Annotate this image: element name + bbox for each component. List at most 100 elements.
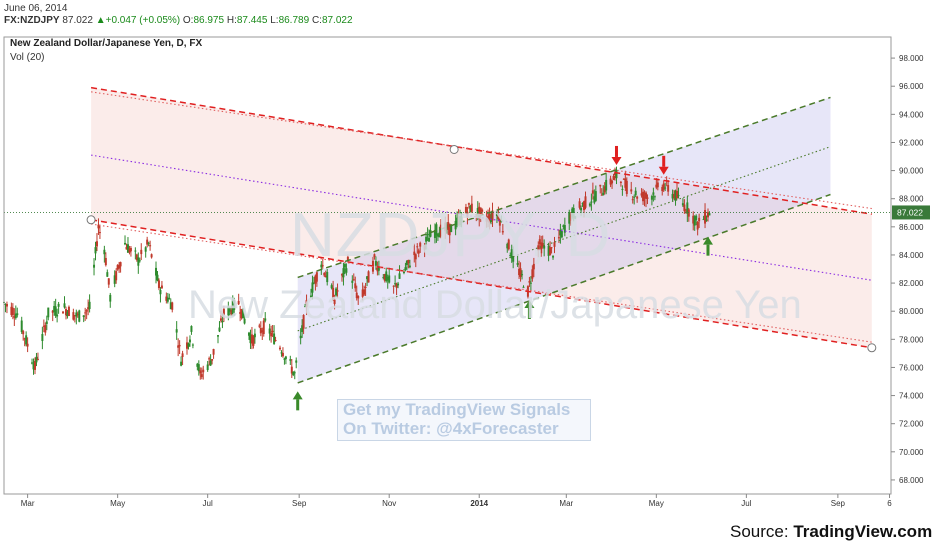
candle-body bbox=[357, 296, 360, 299]
candle-body bbox=[636, 196, 639, 199]
candle-body bbox=[388, 275, 391, 283]
candle-body bbox=[230, 310, 233, 315]
candle-body bbox=[553, 242, 556, 247]
candle-body bbox=[20, 320, 23, 333]
candle-body bbox=[137, 257, 140, 266]
candle-body bbox=[377, 266, 380, 271]
candle-body bbox=[311, 282, 314, 293]
candle-body bbox=[481, 209, 484, 212]
candle-body bbox=[512, 251, 515, 262]
candle-body bbox=[646, 197, 649, 199]
x-tick-label: Jul bbox=[203, 499, 213, 508]
candle-body bbox=[346, 256, 349, 262]
candle-body bbox=[302, 315, 305, 329]
candle-body bbox=[516, 263, 519, 265]
candle-body bbox=[475, 214, 478, 216]
candle-body bbox=[398, 273, 401, 279]
candle-body bbox=[588, 203, 591, 206]
candle-body bbox=[594, 191, 597, 201]
candle-body bbox=[4, 303, 7, 305]
candle-body bbox=[98, 232, 101, 234]
candle-body bbox=[563, 225, 566, 233]
red-channel-fill bbox=[91, 87, 872, 348]
candle-body bbox=[445, 224, 448, 229]
candle-body bbox=[64, 309, 67, 316]
candle-body bbox=[519, 268, 522, 277]
candle-body bbox=[187, 343, 190, 347]
candle-body bbox=[426, 234, 429, 236]
candle-body bbox=[33, 361, 36, 370]
high-label: H: bbox=[226, 15, 237, 26]
candle-body bbox=[518, 269, 521, 276]
y-tick-label: 84.000 bbox=[899, 251, 924, 260]
candle-body bbox=[62, 311, 65, 314]
source-prefix: Source: bbox=[730, 522, 794, 541]
candle-body bbox=[397, 283, 400, 286]
candle-body bbox=[686, 202, 689, 214]
arrow-head bbox=[524, 299, 535, 308]
candle-body bbox=[590, 201, 593, 203]
candle-body bbox=[466, 211, 469, 218]
x-tick-label: May bbox=[110, 499, 125, 508]
symbol-label[interactable]: FX:NZDJPY bbox=[4, 15, 60, 26]
candle-body bbox=[433, 229, 436, 239]
candle-body bbox=[240, 309, 243, 319]
candle-body bbox=[156, 274, 159, 281]
candle-body bbox=[5, 304, 8, 307]
candle-body bbox=[107, 278, 110, 285]
chart-title: New Zealand Dollar/Japanese Yen, D, FX bbox=[10, 38, 203, 49]
candle-body bbox=[425, 236, 428, 242]
candle-body bbox=[209, 360, 212, 366]
candle-body bbox=[413, 251, 416, 256]
candle-body bbox=[140, 249, 143, 255]
candle-body bbox=[271, 330, 274, 333]
candle-body bbox=[571, 208, 574, 217]
candle-body bbox=[470, 203, 473, 212]
candle-body bbox=[72, 312, 75, 320]
x-tick-label: Nov bbox=[382, 499, 396, 508]
candle-body bbox=[94, 247, 97, 254]
candle-body bbox=[538, 239, 541, 245]
candle-body bbox=[78, 310, 81, 322]
candle-body bbox=[87, 307, 90, 310]
price-change: +0.047 (+0.05%) bbox=[105, 15, 181, 26]
x-tick-label: Mar bbox=[559, 499, 573, 508]
arrow-shaft bbox=[706, 244, 710, 256]
candle-body bbox=[67, 306, 70, 317]
candle-body bbox=[126, 244, 129, 253]
candle-body bbox=[57, 303, 60, 307]
candle-body bbox=[438, 232, 441, 238]
candle-body bbox=[124, 242, 127, 245]
candle-body bbox=[600, 194, 603, 196]
candle-body bbox=[336, 290, 339, 292]
candle-body bbox=[197, 364, 200, 372]
candle-body bbox=[687, 209, 690, 217]
candle-body bbox=[333, 299, 336, 304]
candle-body bbox=[54, 306, 57, 316]
candle-body bbox=[323, 273, 326, 276]
candle-body bbox=[528, 281, 531, 283]
candle-body bbox=[242, 308, 245, 319]
up-arrow-icon bbox=[702, 236, 713, 256]
candle-body bbox=[603, 186, 606, 193]
candle-body bbox=[262, 320, 265, 334]
volume-indicator-label[interactable]: Vol (20) bbox=[10, 52, 45, 63]
candle-body bbox=[541, 243, 544, 247]
candle-body bbox=[35, 356, 38, 363]
candle-body bbox=[702, 219, 705, 221]
candle-body bbox=[259, 327, 262, 334]
candle-body bbox=[208, 358, 211, 360]
candle-body bbox=[662, 183, 665, 190]
candle-body bbox=[326, 271, 329, 283]
candle-body bbox=[692, 215, 695, 224]
candle-body bbox=[459, 216, 462, 226]
candle-body bbox=[683, 204, 686, 211]
candle-body bbox=[270, 332, 273, 337]
candle-body bbox=[301, 325, 304, 332]
candle-body bbox=[661, 186, 664, 192]
candle-body bbox=[180, 361, 183, 366]
candle-body bbox=[76, 313, 79, 315]
candle-body bbox=[26, 343, 29, 347]
candle-body bbox=[129, 247, 132, 252]
